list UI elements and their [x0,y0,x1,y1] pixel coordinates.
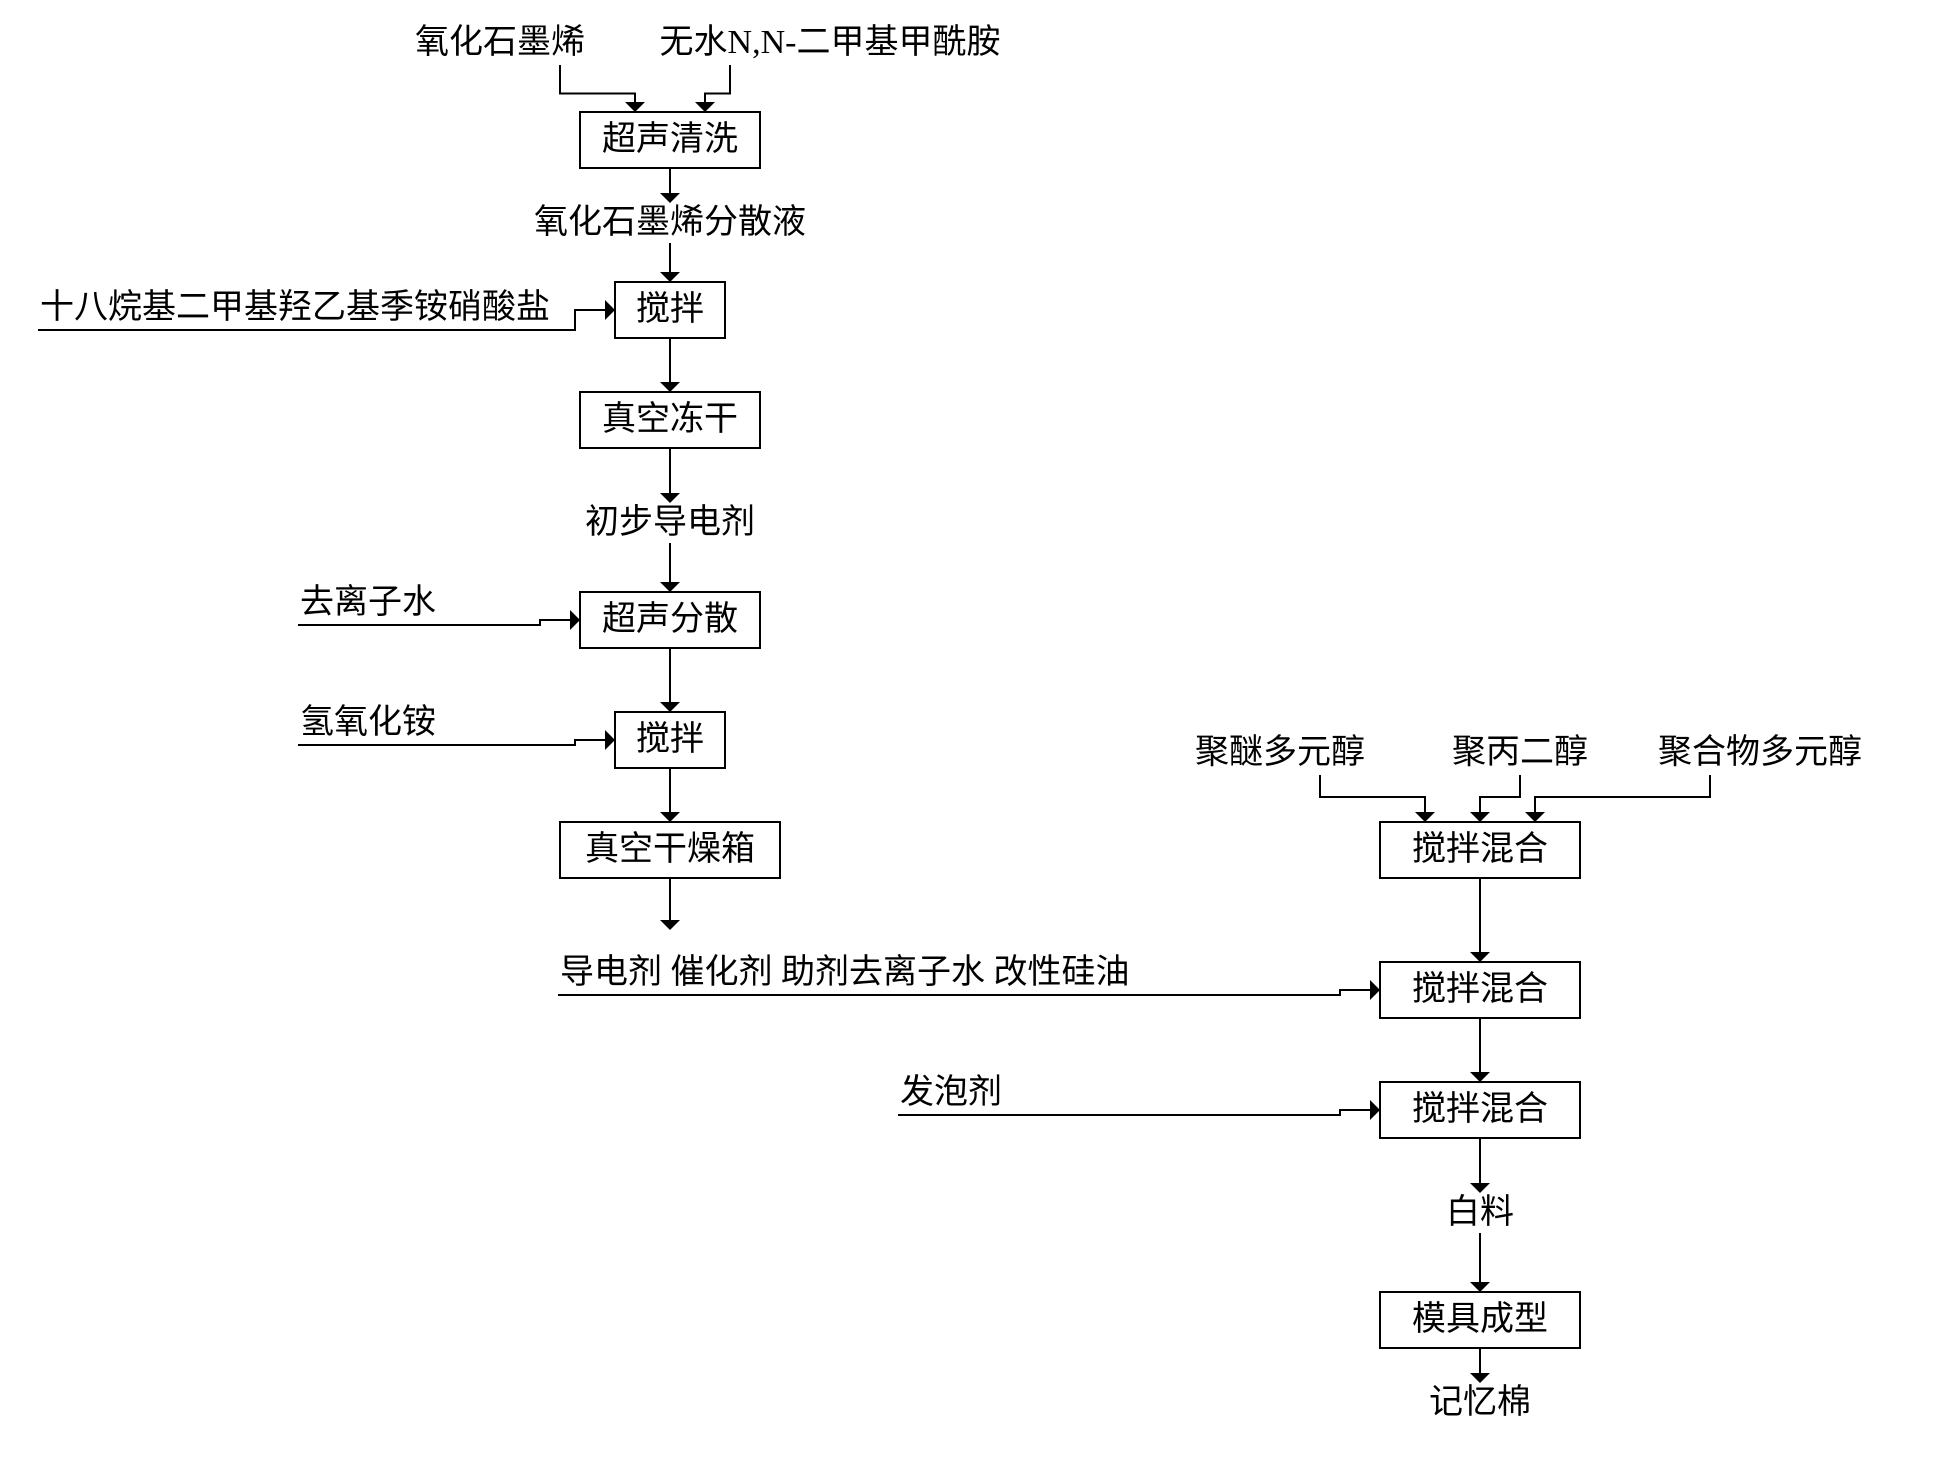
svg-text:超声清洗: 超声清洗 [602,120,738,158]
svg-text:搅拌: 搅拌 [636,720,704,758]
svg-text:超声分散: 超声分散 [602,600,738,638]
svg-text:聚醚多元醇: 聚醚多元醇 [1195,733,1365,771]
svg-text:初步导电剂: 初步导电剂 [585,503,755,541]
svg-text:十八烷基二甲基羟乙基季铵硝酸盐: 十八烷基二甲基羟乙基季铵硝酸盐 [40,288,550,326]
svg-text:搅拌混合: 搅拌混合 [1412,1090,1548,1128]
svg-text:模具成型: 模具成型 [1412,1300,1548,1338]
svg-text:氧化石墨烯: 氧化石墨烯 [415,23,585,61]
flowchart-canvas: 氧化石墨烯无水N,N-二甲基甲酰胺聚醚多元醇聚丙二醇聚合物多元醇超声清洗搅拌真空… [0,0,1960,1460]
svg-text:氧化石墨烯分散液: 氧化石墨烯分散液 [534,203,806,241]
svg-text:记忆棉: 记忆棉 [1429,1383,1531,1421]
svg-text:搅拌: 搅拌 [636,290,704,328]
svg-text:搅拌混合: 搅拌混合 [1412,830,1548,868]
svg-text:真空干燥箱: 真空干燥箱 [585,830,755,868]
svg-text:去离子水: 去离子水 [300,583,436,621]
svg-text:发泡剂: 发泡剂 [900,1073,1002,1111]
svg-text:聚合物多元醇: 聚合物多元醇 [1658,733,1862,771]
svg-text:聚丙二醇: 聚丙二醇 [1452,733,1588,771]
svg-text:氢氧化铵: 氢氧化铵 [300,703,436,741]
svg-text:搅拌混合: 搅拌混合 [1412,970,1548,1008]
svg-text:白料: 白料 [1446,1193,1514,1231]
svg-text:无水N,N-二甲基甲酰胺: 无水N,N-二甲基甲酰胺 [660,23,1001,61]
svg-text:真空冻干: 真空冻干 [602,400,738,438]
svg-text:导电剂 催化剂 助剂去离子水 改性硅油: 导电剂 催化剂 助剂去离子水 改性硅油 [560,953,1130,991]
